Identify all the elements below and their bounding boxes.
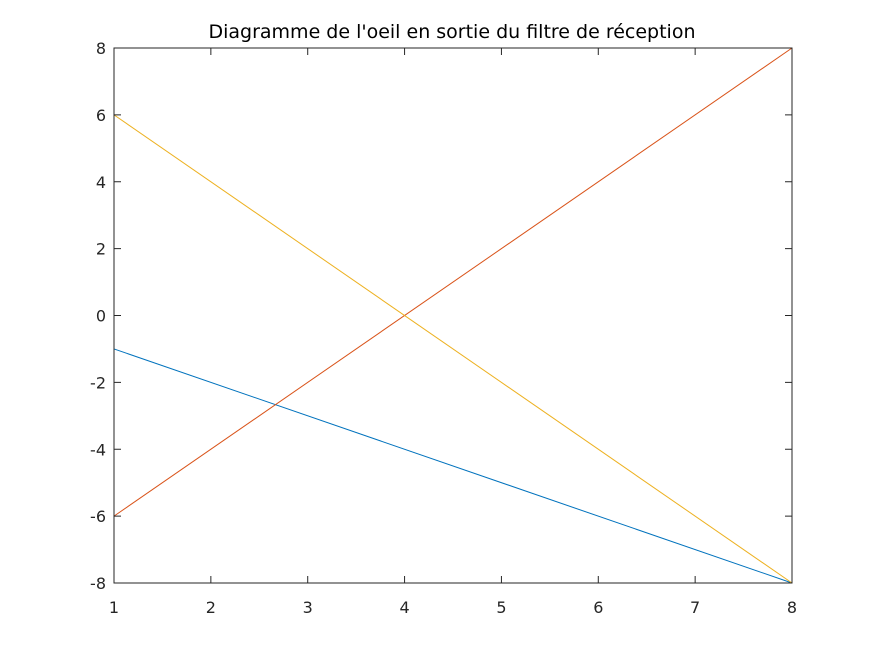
chart-title: Diagramme de l'oeil en sortie du filtre … (208, 21, 695, 43)
x-tick-label: 6 (593, 598, 603, 617)
x-tick-label: 4 (399, 598, 409, 617)
y-tick-label: 8 (96, 39, 106, 58)
series-line-1 (113, 348, 793, 584)
x-tick-label: 3 (303, 598, 313, 617)
x-tick-label: 1 (109, 598, 119, 617)
y-tick-label: 0 (96, 307, 106, 326)
x-tick-label: 5 (496, 598, 506, 617)
y-tick-label: -4 (90, 440, 106, 459)
series-line-3 (113, 114, 793, 584)
y-tick-label: -6 (90, 507, 106, 526)
series-layer (113, 47, 793, 584)
y-tick-label: 2 (96, 240, 106, 259)
plot-frame (113, 47, 793, 584)
y-tick-label: 6 (96, 106, 106, 125)
x-tick-label: 8 (787, 598, 797, 617)
y-tick-label: -2 (90, 373, 106, 392)
x-tick-label: 7 (690, 598, 700, 617)
y-tick-label: 4 (96, 173, 106, 192)
y-tick-label: -8 (90, 574, 106, 593)
x-tick-label: 2 (206, 598, 216, 617)
series-line-2 (113, 47, 793, 517)
x-axis: 1 2 3 4 5 6 7 8 (109, 48, 797, 617)
y-axis: -8 -6 -4 -2 0 2 4 6 8 (90, 39, 792, 593)
